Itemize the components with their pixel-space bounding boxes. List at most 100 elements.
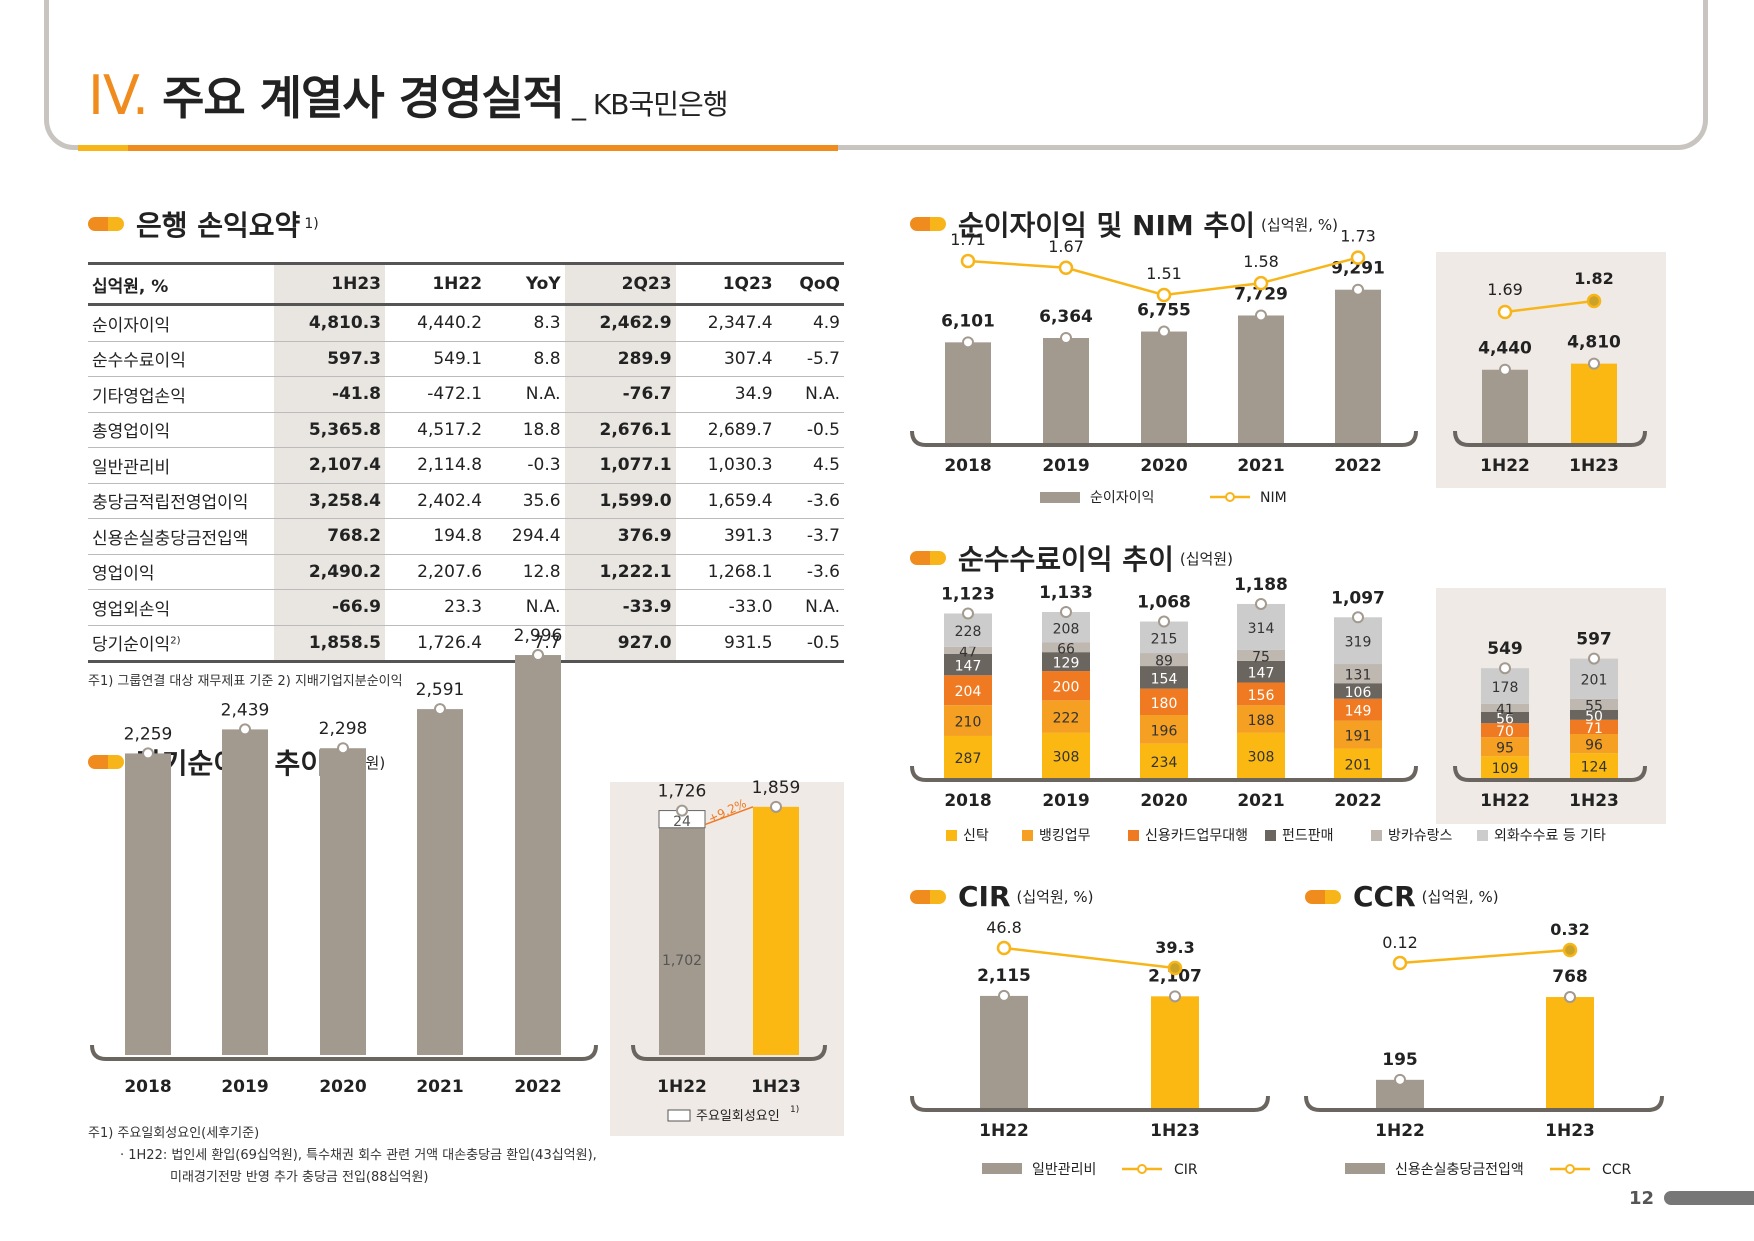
table-cell: 1,659.4 bbox=[675, 483, 777, 519]
fee-legend-label: 뱅킹업무 bbox=[1039, 828, 1091, 844]
fee-annual-category-label: 2019 bbox=[1042, 791, 1089, 811]
fee-annual-segment bbox=[1237, 603, 1285, 650]
table-row: 기타영업손익 -41.8 -472.1 N.A. -76.7 34.9 N.A. bbox=[88, 376, 844, 413]
nii-half-category-label: 1H22 bbox=[1480, 456, 1530, 476]
fee-half-segment-label: 55 bbox=[1585, 698, 1603, 714]
table-cell: 1,268.1 bbox=[675, 554, 777, 590]
ni-annual-value-label: 2,259 bbox=[124, 724, 173, 744]
cir-bar bbox=[980, 995, 1028, 1108]
fee-annual-segment-label: 89 bbox=[1155, 654, 1173, 670]
table-cell: -33.9 bbox=[564, 589, 676, 626]
fee-half-total-label: 549 bbox=[1487, 639, 1523, 659]
fee-half-category-label: 1H23 bbox=[1569, 791, 1619, 811]
ni-annual-category-label: 2022 bbox=[514, 1077, 561, 1097]
fee-annual-segment-label: 47 bbox=[959, 644, 977, 660]
fee-annual-category-label: 2018 bbox=[944, 791, 991, 811]
pl-title-text: 은행 손익요약 bbox=[136, 209, 301, 242]
ni-annual-bar-marker bbox=[239, 723, 251, 736]
cir-bar-marker bbox=[998, 989, 1010, 1002]
ni-annual-bar-marker bbox=[532, 649, 544, 662]
fee-half-segment bbox=[1481, 723, 1529, 738]
fee-annual-segment-label: 149 bbox=[1345, 704, 1372, 720]
table-cell: 34.9 bbox=[675, 376, 777, 413]
fee-annual-segment-label: 210 bbox=[955, 715, 982, 731]
table-cell: 597.3 bbox=[274, 341, 385, 377]
nii-annual-bar bbox=[1043, 337, 1089, 443]
table-header-cell: 십억원, % bbox=[88, 262, 274, 306]
fee-annual-segment bbox=[944, 653, 992, 676]
table-row: 영업이익 2,490.2 2,207.6 12.8 1,222.1 1,268.1 -3.6 bbox=[88, 554, 844, 590]
nii-half-bar bbox=[1482, 369, 1528, 443]
ni-annual-bar-marker bbox=[142, 747, 154, 760]
ni-annual-value-label: 2,591 bbox=[416, 680, 465, 700]
bullet-icon bbox=[88, 755, 124, 769]
ni-half-bar bbox=[753, 806, 799, 1055]
fee-half-category-label: 1H22 bbox=[1480, 791, 1530, 811]
ccr-bar bbox=[1546, 997, 1594, 1108]
fee-annual-segment-label: 154 bbox=[1151, 671, 1178, 687]
ni-annual-category-label: 2020 bbox=[319, 1077, 366, 1097]
ccr-category-label: 1H23 bbox=[1545, 1121, 1595, 1141]
nii-annual-value-label: 6,364 bbox=[1039, 307, 1093, 327]
cir-line bbox=[1003, 946, 1176, 970]
ni-annual-category-label: 2019 bbox=[221, 1077, 268, 1097]
ni-annual-bar bbox=[417, 709, 463, 1055]
ni-half-category-label: 1H23 bbox=[751, 1077, 801, 1097]
header-accent-bar-light bbox=[78, 145, 128, 151]
cir-line-marker bbox=[996, 940, 1012, 956]
fee-annual-total-label: 1,188 bbox=[1234, 575, 1288, 595]
table-cell: 4,810.3 bbox=[274, 304, 385, 342]
fee-half-segment-label: 70 bbox=[1496, 724, 1514, 740]
nii-annual-bar-marker bbox=[1060, 331, 1072, 344]
ccr-line-marker bbox=[1392, 955, 1408, 971]
table-cell: N.A. bbox=[776, 589, 844, 626]
table-cell: 23.3 bbox=[384, 589, 487, 626]
fee-half-segment-label: 96 bbox=[1585, 738, 1603, 754]
table-cell: 2,207.6 bbox=[384, 554, 487, 590]
fee-title-text: 순수수료이익 추이 bbox=[958, 543, 1174, 576]
table-cell: 289.9 bbox=[564, 341, 676, 377]
table-cell: 순수수료이익 bbox=[88, 341, 274, 377]
nii-annual-category-label: 2018 bbox=[944, 456, 991, 476]
ccr-line-marker bbox=[1562, 942, 1578, 958]
table-cell: 549.1 bbox=[384, 341, 487, 377]
nim-line-label: 1.67 bbox=[1048, 237, 1084, 256]
title-subtext: _ KB국민은행 bbox=[572, 88, 729, 121]
fee-legend-swatch bbox=[1371, 830, 1382, 841]
table-cell: 1,726.4 bbox=[384, 625, 487, 663]
ccr-legend-label: 신용손실충당금전입액 bbox=[1395, 1162, 1524, 1178]
nii-half-bar-marker bbox=[1588, 357, 1600, 370]
table-cell: N.A. bbox=[776, 376, 844, 413]
bullet-icon bbox=[910, 217, 946, 231]
fee-half-segment bbox=[1570, 698, 1618, 710]
ni-half-category-label: 1H22 bbox=[657, 1077, 707, 1097]
fee-annual-segment-label: 228 bbox=[955, 624, 982, 640]
fee-annual-segment-label: 222 bbox=[1053, 711, 1080, 727]
table-cell: 일반관리비 bbox=[88, 447, 274, 484]
fee-annual-segment-label: 234 bbox=[1151, 755, 1178, 771]
fee-half-segment bbox=[1481, 737, 1529, 757]
ccr-axis bbox=[1304, 1095, 1664, 1112]
fee-annual-segment bbox=[1334, 664, 1382, 684]
pl-section-title: 은행 손익요약 1) bbox=[88, 204, 319, 244]
table-cell: 2,347.4 bbox=[675, 304, 777, 342]
nii-annual-value-label: 6,101 bbox=[941, 311, 995, 331]
table-cell: 1,077.1 bbox=[564, 447, 676, 484]
nim-line-label: 1.71 bbox=[950, 230, 986, 249]
nii-annual-value-label: 9,291 bbox=[1331, 259, 1385, 279]
header-accent-bar bbox=[78, 145, 838, 151]
table-cell: -0.5 bbox=[776, 625, 844, 663]
nii-annual-category-label: 2019 bbox=[1042, 456, 1089, 476]
ni-annual-value-label: 2,298 bbox=[319, 719, 368, 739]
fee-half-total-label: 597 bbox=[1576, 630, 1612, 650]
nii-half-bar-marker bbox=[1499, 363, 1511, 376]
fee-annual-segment bbox=[1334, 720, 1382, 749]
ni-half-growth-label: +9.2% bbox=[706, 796, 749, 826]
nii-annual-bar-marker bbox=[962, 336, 974, 349]
fee-legend-label: 신탁 bbox=[963, 828, 989, 844]
table-cell: 충당금적립전영업이익 bbox=[88, 483, 274, 519]
table-cell: -66.9 bbox=[274, 589, 385, 626]
cir-line-label: 46.8 bbox=[986, 918, 1022, 937]
table-cell: 1,222.1 bbox=[564, 554, 676, 590]
section-number: IV. bbox=[88, 64, 149, 127]
